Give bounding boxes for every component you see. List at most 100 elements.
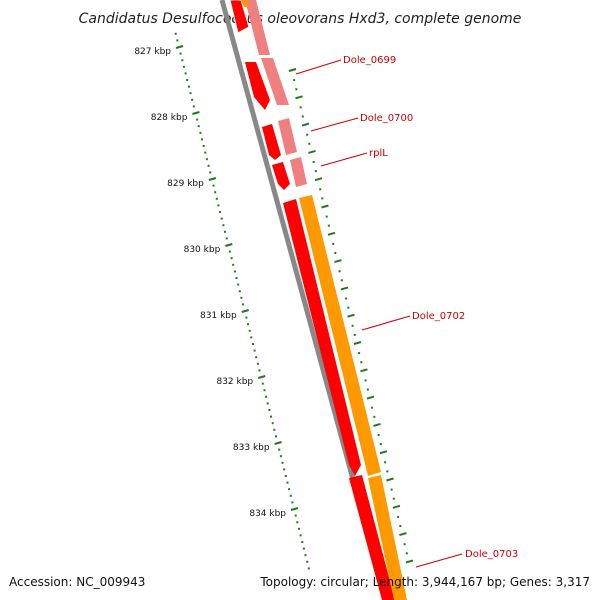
- ruler-minor-tick: [202, 145, 205, 147]
- ruler-minor-tick: [256, 362, 259, 365]
- outer-ruler-major-tick: [301, 122, 310, 127]
- ruler-minor-tick: [237, 283, 240, 286]
- ruler-tick-label: 830 kbp: [184, 245, 221, 255]
- ruler-minor-tick: [273, 428, 276, 431]
- accession-text: Accession: NC_009943: [9, 575, 145, 589]
- gene-bar[interactable]: [290, 157, 307, 187]
- outer-ruler-major-tick: [295, 95, 303, 100]
- gene-label-dole-0700[interactable]: Dole_0700: [360, 113, 413, 124]
- outer-ruler-minor-tick: [390, 488, 393, 491]
- ruler-minor-tick: [235, 277, 238, 279]
- ruler-minor-tick: [302, 547, 305, 550]
- cds-arrow[interactable]: [283, 199, 361, 476]
- ruler-minor-tick: [214, 191, 217, 194]
- gene-bar-orange[interactable]: [299, 195, 381, 476]
- outer-ruler-minor-tick: [347, 306, 350, 309]
- ruler-minor-tick: [225, 237, 228, 240]
- ruler-minor-tick: [248, 329, 251, 332]
- outer-ruler-minor-tick: [338, 270, 341, 273]
- map-title: Candidatus Desulfococcus oleovorans Hxd3…: [79, 11, 522, 27]
- ruler-minor-tick: [204, 151, 207, 154]
- ruler-major-tick: [241, 308, 250, 314]
- cds-arrow[interactable]: [262, 124, 281, 160]
- ruler-minor-tick: [238, 290, 241, 293]
- outer-ruler-major-tick: [386, 477, 394, 482]
- ruler-minor-tick: [232, 263, 235, 266]
- outer-ruler-major-tick: [373, 422, 381, 427]
- gene-label-dole-0703[interactable]: Dole_0703: [465, 549, 518, 560]
- ruler-minor-tick: [199, 131, 202, 134]
- cds-arrow[interactable]: [245, 62, 270, 110]
- ruler-minor-tick: [263, 389, 266, 392]
- ruler-tick-label: 833 kbp: [233, 443, 270, 453]
- cds-arrow[interactable]: [229, 0, 250, 34]
- gene-bar-orange[interactable]: [368, 475, 407, 600]
- gene-bar[interactable]: [245, 0, 270, 55]
- outer-ruler-minor-tick: [377, 434, 380, 436]
- outer-ruler-minor-tick: [360, 361, 363, 364]
- outer-ruler-major-tick: [360, 368, 368, 373]
- outer-ruler-minor-tick: [319, 188, 322, 191]
- ruler-minor-tick: [255, 356, 258, 359]
- ruler-tick-label: 829 kbp: [167, 179, 204, 189]
- ruler-minor-tick: [250, 336, 253, 339]
- ruler-minor-tick: [205, 158, 208, 161]
- cds-arrow[interactable]: [349, 475, 395, 600]
- ruler-minor-tick: [207, 164, 210, 167]
- ruler-minor-tick: [284, 475, 287, 477]
- outer-ruler-minor-tick: [312, 161, 315, 163]
- ruler-major-tick: [192, 110, 200, 116]
- gene-label-dole-0702[interactable]: Dole_0702: [412, 311, 465, 322]
- ruler-minor-tick: [186, 79, 189, 81]
- ruler-minor-tick: [201, 138, 203, 141]
- gene-bar[interactable]: [278, 118, 297, 155]
- ruler-minor-tick: [271, 422, 274, 425]
- ruler-minor-tick: [291, 501, 294, 504]
- ruler-major-tick: [257, 374, 266, 380]
- ruler-minor-tick: [281, 461, 284, 464]
- outer-ruler-minor-tick: [364, 379, 367, 382]
- outer-ruler-minor-tick: [379, 443, 382, 446]
- gene-label-rpll[interactable]: rplL: [369, 148, 388, 159]
- outer-ruler-minor-tick: [295, 88, 298, 91]
- outer-ruler-minor-tick: [392, 497, 395, 500]
- ruler-major-tick: [274, 440, 282, 446]
- ruler-minor-tick: [230, 257, 233, 260]
- ruler-minor-tick: [304, 554, 307, 557]
- ruler-minor-tick: [268, 409, 271, 411]
- outer-ruler-minor-tick: [399, 525, 402, 527]
- ruler-tick-label: 831 kbp: [200, 311, 237, 321]
- ruler-major-tick: [224, 242, 233, 248]
- outer-ruler-major-tick: [308, 149, 316, 154]
- ruler-minor-tick: [288, 488, 291, 491]
- outer-ruler-major-tick: [347, 313, 355, 318]
- outer-ruler-minor-tick: [308, 142, 311, 145]
- gene-bar-orange[interactable]: [241, 0, 249, 7]
- ruler-minor-tick: [242, 303, 245, 306]
- cds-arrow[interactable]: [272, 162, 290, 190]
- ruler-minor-tick: [212, 184, 215, 187]
- ruler-minor-tick: [217, 204, 220, 207]
- gene-label-dole-0699[interactable]: Dole_0699: [343, 55, 396, 66]
- ruler-minor-tick: [182, 65, 185, 68]
- ruler-minor-tick: [261, 382, 264, 385]
- ruler-minor-tick: [174, 32, 177, 35]
- ruler-minor-tick: [307, 567, 310, 570]
- outer-ruler-minor-tick: [358, 352, 361, 355]
- gene-bar[interactable]: [261, 58, 289, 105]
- gene-labels: Dole_0699 Dole_0700 rplL Dole_0702 Dole_…: [295, 55, 518, 568]
- gene-features: [229, 0, 407, 600]
- outer-ruler-minor-tick: [327, 224, 330, 227]
- leader-line: [361, 315, 411, 331]
- outer-ruler-major-tick: [340, 286, 349, 291]
- ruler-minor-tick: [252, 343, 254, 345]
- outer-ruler-minor-tick: [314, 170, 317, 173]
- outer-ruler-minor-tick: [293, 79, 296, 82]
- outer-ruler-minor-tick: [306, 133, 309, 136]
- outer-ruler-minor-tick: [334, 252, 337, 254]
- outer-ruler-major-tick: [399, 532, 407, 537]
- outer-ruler-major-tick: [334, 259, 342, 264]
- ruler-major-tick: [175, 44, 184, 50]
- outer-ruler-major-tick: [314, 177, 323, 182]
- outer-ruler-minor-tick: [373, 415, 376, 418]
